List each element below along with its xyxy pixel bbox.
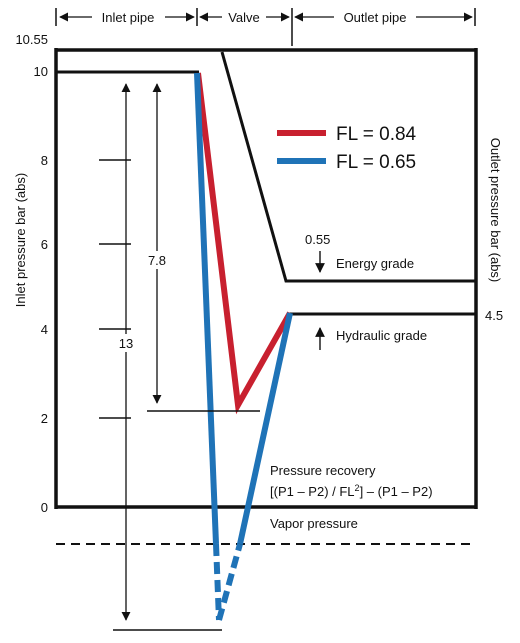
tick-8: 8 <box>41 153 48 168</box>
tick-10: 10 <box>34 64 48 79</box>
red-profile-line <box>195 72 293 415</box>
hydraulic-grade-annotation: Hydraulic grade <box>315 327 427 350</box>
right-axis-title: Outlet pressure bar (abs) <box>488 138 503 283</box>
vapor-pressure-label: Vapor pressure <box>270 516 358 531</box>
section-inlet-label: Inlet pipe <box>102 10 155 25</box>
legend-label-blue: FL = 0.65 <box>336 152 416 173</box>
recovery-formula-b: ] – (P1 – P2) <box>360 484 433 499</box>
blue-profile-line <box>194 72 293 621</box>
tick-10-55: 10.55 <box>15 32 48 47</box>
legend-label-red: FL = 0.84 <box>336 124 417 145</box>
right-axis: Outlet pressure bar (abs) 4.5 <box>485 138 503 323</box>
legend: FL = 0.84 FL = 0.65 <box>277 124 417 173</box>
tick-6: 6 <box>41 237 48 252</box>
left-axis: 10.55 10 8 6 4 2 0 Inlet pressure bar (a… <box>13 32 131 515</box>
section-valve-label: Valve <box>228 10 260 25</box>
dimension-13-label: 13 <box>119 336 133 351</box>
frame <box>54 48 478 509</box>
recovery-formula-sup: 2 <box>355 483 360 493</box>
dimension-13: 13 <box>113 83 222 631</box>
section-header: Inlet pipe Valve Outlet pipe <box>55 8 476 46</box>
energy-grade-line <box>220 51 475 283</box>
tick-4: 4 <box>41 322 48 337</box>
tick-0: 0 <box>41 500 48 515</box>
dimension-7-8: 7.8 <box>143 83 260 412</box>
right-tick-4-5: 4.5 <box>485 308 503 323</box>
energy-drop-value: 0.55 <box>305 232 330 247</box>
energy-grade-label: Energy grade <box>336 256 414 271</box>
recovery-title: Pressure recovery <box>270 463 376 478</box>
dimension-7-8-label: 7.8 <box>148 253 166 268</box>
left-axis-title: Inlet pressure bar (abs) <box>13 173 28 307</box>
hydraulic-grade-label: Hydraulic grade <box>336 328 427 343</box>
section-outlet-label: Outlet pipe <box>344 10 407 25</box>
pressure-recovery-note: Pressure recovery [(P1 – P2) / FL2] – (P… <box>270 463 433 499</box>
energy-grade-annotation: 0.55 Energy grade <box>305 232 414 273</box>
tick-2: 2 <box>41 411 48 426</box>
recovery-formula: [(P1 – P2) / FL2] – (P1 – P2) <box>270 483 433 499</box>
recovery-formula-a: [(P1 – P2) / FL <box>270 484 355 499</box>
